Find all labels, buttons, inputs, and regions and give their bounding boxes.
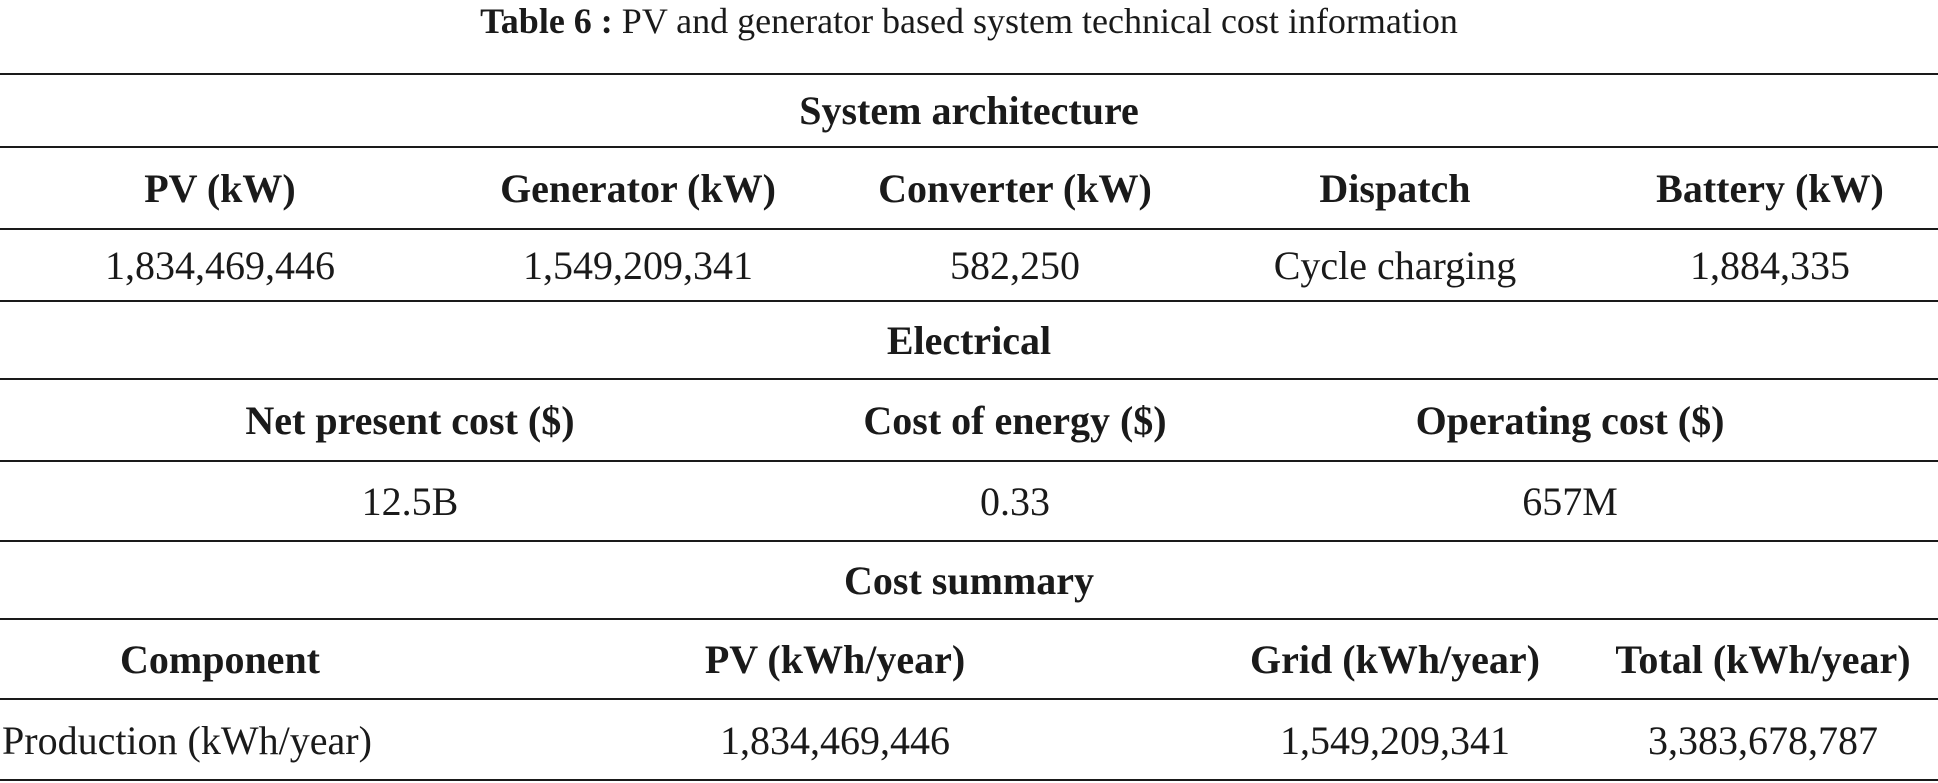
- section-rule: [0, 540, 1938, 542]
- table-cell: 1,834,469,446: [105, 242, 335, 288]
- section-rule: [0, 378, 1938, 380]
- section-title-row-architecture: System architecture: [0, 75, 1938, 146]
- section-rule: [0, 300, 1938, 302]
- table-cell: 657M: [1522, 478, 1618, 524]
- header-rule: [0, 460, 1938, 462]
- section-title-cost-summary: Cost summary: [844, 557, 1094, 603]
- column-header: Generator (kW): [500, 165, 776, 211]
- table-cell: 1,549,209,341: [1280, 717, 1510, 763]
- column-header: Dispatch: [1319, 165, 1471, 211]
- table-cell: 1,834,469,446: [720, 717, 950, 763]
- header-rule: [0, 228, 1938, 230]
- section-title-electrical: Electrical: [886, 317, 1052, 363]
- column-header: Converter (kW): [878, 165, 1152, 211]
- header-row-architecture: PV (kW) Generator (kW) Converter (kW) Di…: [0, 148, 1938, 228]
- table-cell: Production (kWh/year): [2, 717, 372, 763]
- column-header: PV (kWh/year): [704, 636, 966, 682]
- header-row-electrical: Net present cost ($) Cost of energy ($) …: [0, 380, 1938, 460]
- column-header: Component: [119, 636, 321, 682]
- header-rule: [0, 698, 1938, 700]
- caption-label: Table 6 :: [480, 1, 613, 41]
- header-row-cost-summary: Component PV (kWh/year) Grid (kWh/year) …: [0, 620, 1938, 698]
- column-header: Grid (kWh/year): [1250, 636, 1540, 682]
- table-bottom-rule: [0, 779, 1938, 781]
- table-cell: 0.33: [980, 478, 1050, 524]
- section-title-architecture: System architecture: [799, 88, 1139, 133]
- section-title-row-electrical: Electrical: [0, 302, 1938, 378]
- value-row-electrical: 12.5B 0.33 657M: [0, 462, 1938, 540]
- column-header: Battery (kW): [1656, 165, 1884, 211]
- column-header: PV (kW): [144, 165, 296, 211]
- section-rule: [0, 618, 1938, 620]
- table-cell: Cycle charging: [1273, 242, 1517, 288]
- table-caption: Table 6 : PV and generator based system …: [0, 0, 1938, 42]
- table-cell: 582,250: [950, 242, 1080, 288]
- section-title-row-cost-summary: Cost summary: [0, 542, 1938, 618]
- column-header: Net present cost ($): [245, 397, 575, 443]
- value-row-cost-summary: Production (kWh/year) 1,834,469,446 1,54…: [0, 700, 1938, 780]
- caption-text: PV and generator based system technical …: [621, 1, 1458, 41]
- column-header: Cost of energy ($): [863, 397, 1167, 443]
- column-header: Operating cost ($): [1415, 397, 1725, 443]
- table-cell: 1,884,335: [1690, 242, 1850, 288]
- table-top-rule: [0, 73, 1938, 75]
- column-header: Total (kWh/year): [1615, 636, 1911, 682]
- value-row-architecture: 1,834,469,446 1,549,209,341 582,250 Cycl…: [0, 230, 1938, 300]
- section-rule: [0, 146, 1938, 148]
- table-cell: 3,383,678,787: [1648, 717, 1878, 763]
- table-cell: 12.5B: [361, 478, 459, 524]
- table-cell: 1,549,209,341: [523, 242, 753, 288]
